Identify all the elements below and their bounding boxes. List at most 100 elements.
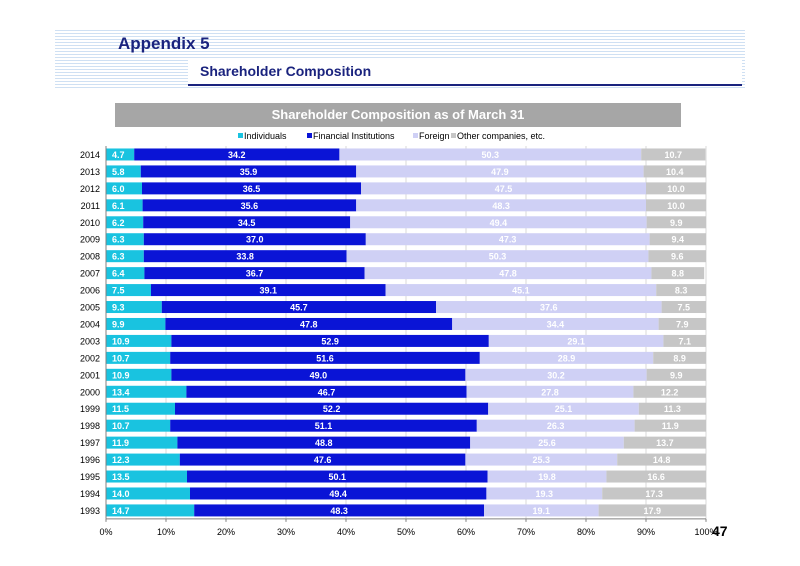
data-label: 6.1 [112,201,125,211]
legend-swatch [307,133,312,138]
y-tick-label: 2007 [80,269,100,279]
data-label: 13.5 [112,472,130,482]
data-label: 36.5 [243,184,261,194]
bar-segment [106,453,180,466]
bar-segment [165,317,453,330]
bar-segment [106,301,162,314]
bar-segment [465,368,647,381]
data-label: 47.6 [314,455,332,465]
data-label: 10.9 [112,370,130,380]
bar-segment [190,487,487,500]
bar-segment [194,504,484,517]
data-label: 16.6 [647,472,665,482]
data-label: 11.9 [112,438,129,448]
data-label: 9.3 [112,303,125,313]
bar-segment [175,402,489,415]
x-tick-label: 70% [517,527,535,537]
bar-segment [602,487,706,500]
y-tick-label: 1999 [80,404,100,414]
chart-title: Shareholder Composition as of March 31 [115,103,681,127]
data-label: 27.8 [541,387,559,397]
y-tick-label: 1996 [80,455,100,465]
bar-segment [177,436,471,449]
x-tick-label: 30% [277,527,295,537]
bar-segment [106,487,190,500]
bar-segment [106,334,172,347]
y-tick-label: 2014 [80,150,100,160]
data-label: 26.3 [547,421,565,431]
data-label: 25.3 [533,455,551,465]
data-label: 19.3 [536,489,554,499]
bar-segment [465,453,618,466]
bar-segment [646,182,706,195]
legend-label: Other companies, etc. [457,131,545,141]
data-label: 11.9 [662,421,679,431]
bar-segment [106,419,171,432]
bar-segment [633,385,706,398]
data-label: 6.2 [112,218,125,228]
bar-segment [143,216,351,229]
bar-segment [106,402,175,415]
bar-segment [106,267,145,280]
data-label: 36.7 [246,269,264,279]
bar-segment [140,165,357,178]
y-tick-label: 2011 [81,201,100,211]
data-label: 34.5 [238,218,256,228]
bar-segment [470,436,624,449]
data-label: 7.1 [678,336,691,346]
y-tick-label: 2010 [80,218,100,228]
data-label: 6.0 [112,184,125,194]
x-tick-label: 10% [157,527,175,537]
y-tick-label: 2004 [80,319,100,329]
data-label: 46.7 [318,387,336,397]
data-label: 28.9 [558,353,576,363]
data-label: 14.7 [112,506,130,516]
data-label: 9.9 [670,370,683,380]
bar-segment [484,504,599,517]
bar-segment [646,199,706,212]
data-label: 39.1 [260,286,278,296]
data-label: 10.7 [665,150,683,160]
legend-label: Foreign [419,131,450,141]
bar-segment [134,148,340,161]
y-tick-label: 1995 [80,472,100,482]
bar-segment [648,250,706,263]
bar-segment [142,199,357,212]
data-label: 6.4 [112,269,125,279]
y-tick-label: 2006 [80,286,100,296]
bar-segment [346,250,649,263]
legend-swatch [413,133,418,138]
bar-segment [356,165,644,178]
y-tick-label: 1993 [80,506,100,516]
legend-swatch [238,133,243,138]
y-tick-label: 1994 [80,489,100,499]
bar-segment [641,148,706,161]
bar-segment [161,301,437,314]
bar-segment [661,301,706,314]
bar-segment [106,233,144,246]
data-label: 50.1 [329,472,347,482]
y-tick-label: 2012 [80,184,100,194]
data-label: 52.2 [323,404,341,414]
bar-segment [646,216,706,229]
header-rule [188,84,742,86]
bar-segment [364,267,652,280]
bar-segment [486,487,603,500]
y-tick-label: 1997 [80,438,100,448]
data-label: 45.7 [290,303,308,313]
data-label: 19.1 [533,506,551,516]
data-label: 7.5 [112,286,125,296]
data-label: 9.6 [671,252,684,262]
data-label: 49.4 [329,489,347,499]
x-tick-label: 90% [637,527,655,537]
bar-segment [663,334,706,347]
data-label: 48.3 [330,506,348,516]
data-label: 34.2 [228,150,246,160]
bar-segment [638,402,706,415]
y-tick-label: 1998 [80,421,100,431]
data-label: 17.3 [645,489,663,499]
bar-segment [179,453,466,466]
bar-segment [187,470,488,483]
bar-segment [144,267,365,280]
